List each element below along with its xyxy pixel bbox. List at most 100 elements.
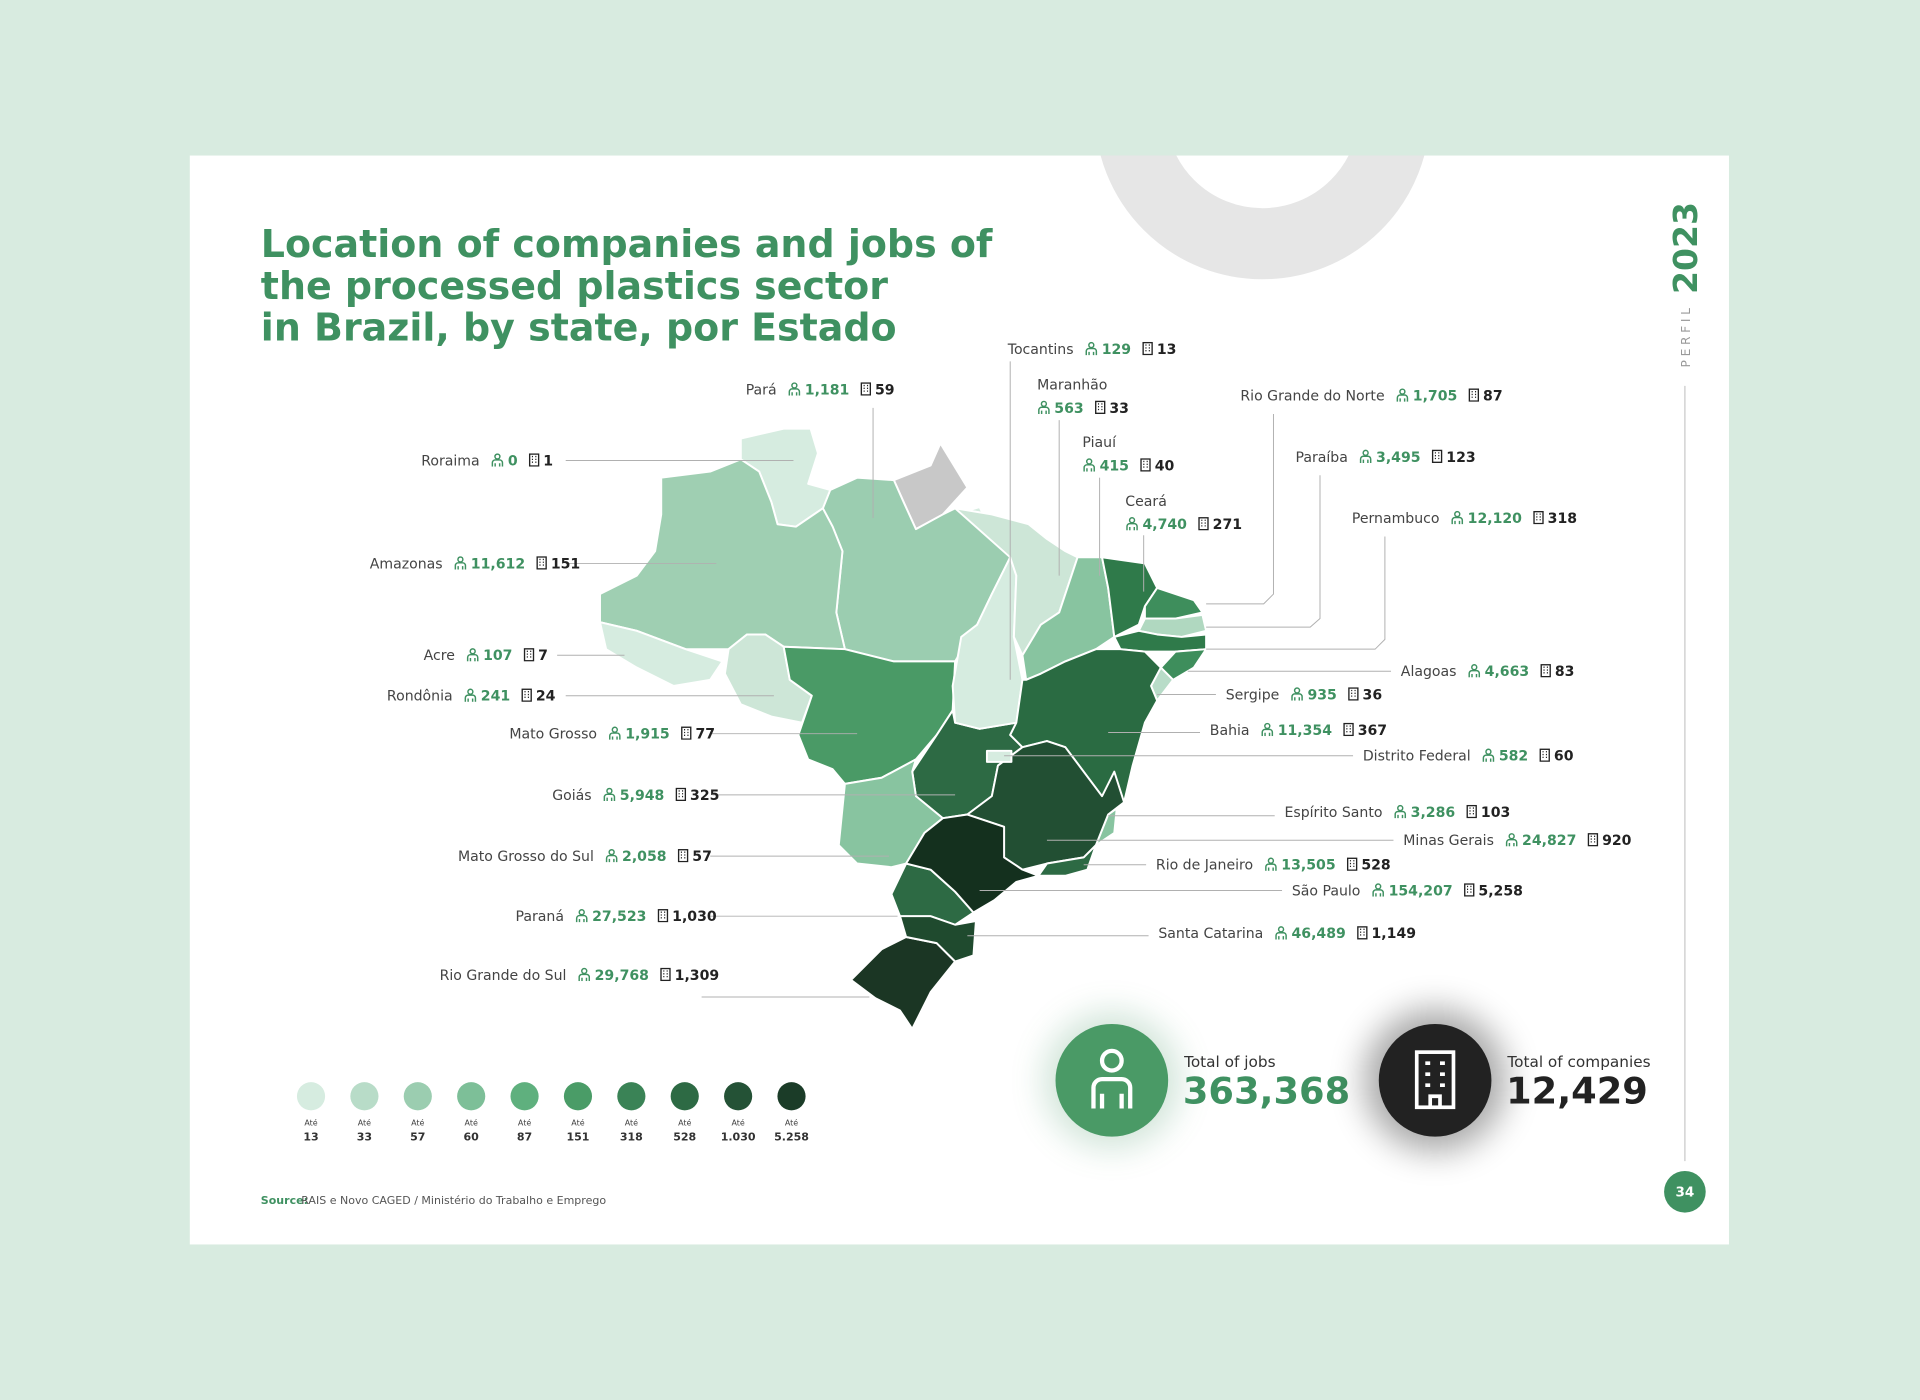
state-jobs: 935: [1307, 687, 1336, 703]
state-name: São Paulo: [1292, 883, 1361, 899]
source-label: Source:: [261, 1194, 308, 1207]
state-companies: 5,258: [1478, 883, 1523, 899]
decor-ring: [1101, 155, 1424, 280]
state-companies: 920: [1602, 833, 1632, 849]
state-companies: 367: [1358, 723, 1387, 739]
legend-swatch: [563, 1082, 593, 1111]
legend-prefix: Até: [571, 1118, 584, 1128]
state-shape: [1159, 648, 1208, 681]
total-value: 363,368: [1183, 1070, 1350, 1113]
state-companies: 151: [551, 556, 580, 572]
state-name: Rio de Janeiro: [1156, 858, 1253, 874]
state-name: Tocantins: [1007, 342, 1074, 358]
state-companies: 103: [1481, 805, 1510, 821]
jobs-icon: [1091, 1048, 1133, 1109]
state-jobs: 241: [481, 689, 510, 705]
legend-swatch: [403, 1082, 432, 1111]
state-companies: 1,030: [672, 909, 717, 925]
legend-prefix: Até: [678, 1118, 691, 1128]
state-name: Alagoas: [1401, 664, 1457, 680]
state-shape: [1009, 648, 1162, 804]
title: the processed plastics sector: [261, 264, 888, 308]
state-name: Acre: [424, 648, 455, 664]
legend-value: 33: [357, 1130, 372, 1143]
state-jobs: 2,058: [622, 849, 667, 865]
legend-prefix: Até: [625, 1118, 638, 1128]
state-companies: 1: [543, 453, 553, 469]
state-jobs: 12,120: [1468, 511, 1523, 527]
side-label: PERFIL: [1679, 304, 1693, 367]
map: [599, 427, 1208, 1030]
state-companies: 60: [1554, 749, 1574, 765]
legend-value: 151: [566, 1130, 589, 1143]
state-jobs: 563: [1054, 401, 1083, 417]
legend-prefix: Até: [465, 1118, 478, 1128]
legend-prefix: Até: [411, 1118, 424, 1128]
legend-prefix: Até: [518, 1118, 531, 1128]
companies-icon: [1414, 1050, 1456, 1110]
legend-swatch: [350, 1082, 379, 1111]
state-companies: 83: [1555, 664, 1575, 680]
state-jobs: 107: [483, 648, 512, 664]
state-companies: 40: [1155, 458, 1175, 474]
total-label: Total of companies: [1506, 1053, 1650, 1071]
legend-value: 5.258: [774, 1130, 809, 1143]
title: in Brazil, by state, por Estado: [261, 306, 897, 350]
legend-swatch: [510, 1082, 539, 1111]
leader-line: [1206, 413, 1274, 605]
state-name: Santa Catarina: [1158, 926, 1263, 942]
state-jobs: 11,354: [1278, 723, 1333, 739]
state-jobs: 582: [1499, 749, 1528, 765]
title: Location of companies and jobs of: [261, 222, 993, 266]
state-companies: 77: [695, 727, 715, 743]
state-name: Sergipe: [1226, 687, 1280, 703]
leader-line: [1206, 475, 1321, 628]
companies-badge: [1378, 1023, 1492, 1137]
state-name: Piauí: [1082, 435, 1117, 451]
state-name: Paraná: [516, 909, 564, 925]
page-badge: [1664, 1170, 1706, 1213]
state-name: Distrito Federal: [1363, 749, 1471, 765]
state-name: Ceará: [1125, 494, 1167, 510]
legend-value: 87: [517, 1130, 532, 1143]
state-name: Rondônia: [387, 689, 453, 705]
state-name: Mato Grosso do Sul: [458, 849, 594, 865]
year: 2023: [1666, 202, 1705, 294]
state-name: Paraíba: [1296, 450, 1348, 466]
state-jobs: 1,705: [1413, 389, 1458, 405]
state-name: Rio Grande do Norte: [1240, 389, 1384, 405]
state-companies: 528: [1361, 858, 1390, 874]
legend-swatch: [670, 1082, 699, 1111]
total-value: 12,429: [1506, 1070, 1648, 1113]
state-companies: 325: [690, 788, 719, 804]
legend-swatch: [724, 1082, 753, 1111]
legend-swatch: [296, 1082, 326, 1111]
state-jobs: 0: [508, 453, 518, 469]
state-companies: 57: [692, 849, 712, 865]
state-jobs: 13,505: [1281, 858, 1335, 874]
legend-value: 318: [620, 1130, 643, 1143]
state-name: Maranhão: [1037, 377, 1107, 393]
legend-prefix: Até: [785, 1118, 798, 1128]
state-name: Bahia: [1210, 723, 1250, 739]
state-name: Espírito Santo: [1284, 805, 1382, 821]
state-jobs: 4,740: [1142, 517, 1187, 533]
state-jobs: 129: [1102, 342, 1131, 358]
legend-prefix: Até: [731, 1118, 744, 1128]
state-jobs: 415: [1100, 458, 1129, 474]
state-companies: 33: [1109, 401, 1129, 417]
state-name: Pará: [746, 382, 777, 398]
state-shape: [899, 915, 977, 963]
legend-value: 528: [673, 1130, 696, 1143]
legend-value: 13: [303, 1130, 318, 1143]
state-companies: 87: [1483, 389, 1503, 405]
state-shape: [905, 813, 1040, 914]
state-companies: 36: [1363, 687, 1383, 703]
state-companies: 318: [1548, 511, 1577, 527]
legend-value: 60: [464, 1130, 480, 1143]
state-name: Minas Gerais: [1403, 833, 1494, 849]
state-jobs: 11,612: [471, 556, 525, 572]
state-jobs: 3,286: [1411, 805, 1456, 821]
state-companies: 7: [538, 648, 548, 664]
